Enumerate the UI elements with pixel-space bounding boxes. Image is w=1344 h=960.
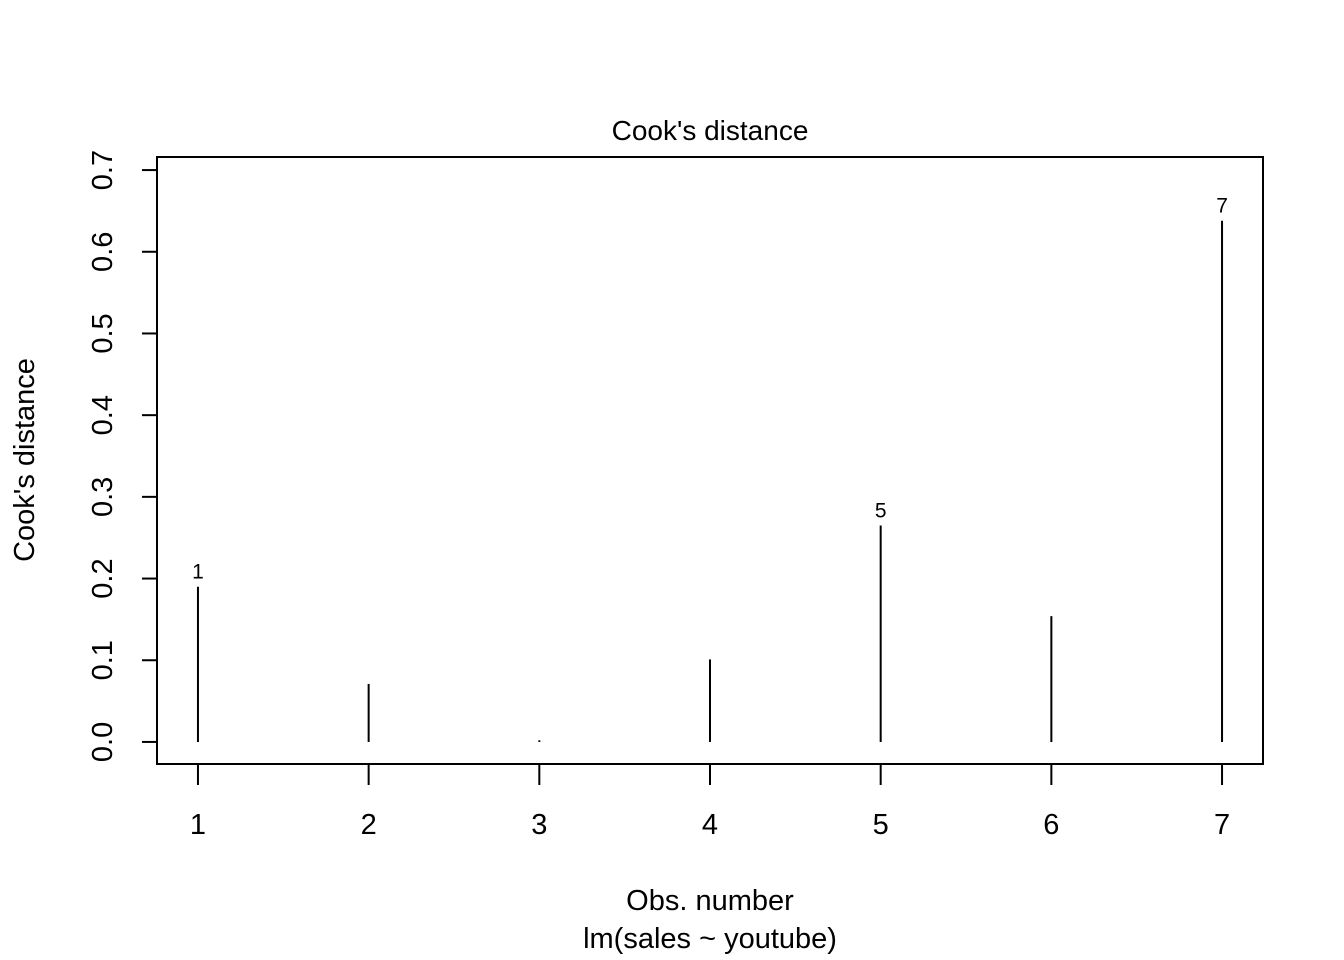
observation-labels: 1 5 7 xyxy=(192,195,1228,584)
x-axis: 1 2 3 4 5 6 7 xyxy=(190,763,1230,841)
x-tick-label: 3 xyxy=(531,809,547,841)
x-axis-title: Obs. number xyxy=(626,885,794,917)
x-tick-label: 4 xyxy=(702,809,718,841)
y-tick-label: 0.5 xyxy=(87,313,119,353)
y-tick-label: 0.0 xyxy=(87,722,119,762)
chart-title: Cook's distance xyxy=(612,115,809,146)
y-tick-label: 0.6 xyxy=(87,232,119,272)
y-tick-label: 0.2 xyxy=(87,558,119,598)
x-tick-label: 2 xyxy=(361,809,377,841)
observation-label: 1 xyxy=(192,561,204,584)
observation-label: 7 xyxy=(1216,195,1228,218)
x-tick-label: 1 xyxy=(190,809,206,841)
y-axis: 0.0 0.1 0.2 0.3 0.4 0.5 0.6 0.7 xyxy=(87,150,158,762)
y-tick-label: 0.1 xyxy=(87,640,119,680)
y-tick-label: 0.7 xyxy=(87,150,119,190)
y-axis-title: Cook's distance xyxy=(9,358,41,562)
y-tick-label: 0.4 xyxy=(87,395,119,435)
cooks-distance-bars xyxy=(196,220,1224,742)
observation-label: 5 xyxy=(875,499,887,522)
y-tick-label: 0.3 xyxy=(87,477,119,517)
x-tick-label: 6 xyxy=(1043,809,1059,841)
chart-subtitle: lm(sales ~ youtube) xyxy=(583,923,837,955)
x-tick-label: 7 xyxy=(1214,809,1230,841)
x-tick-label: 5 xyxy=(873,809,889,841)
